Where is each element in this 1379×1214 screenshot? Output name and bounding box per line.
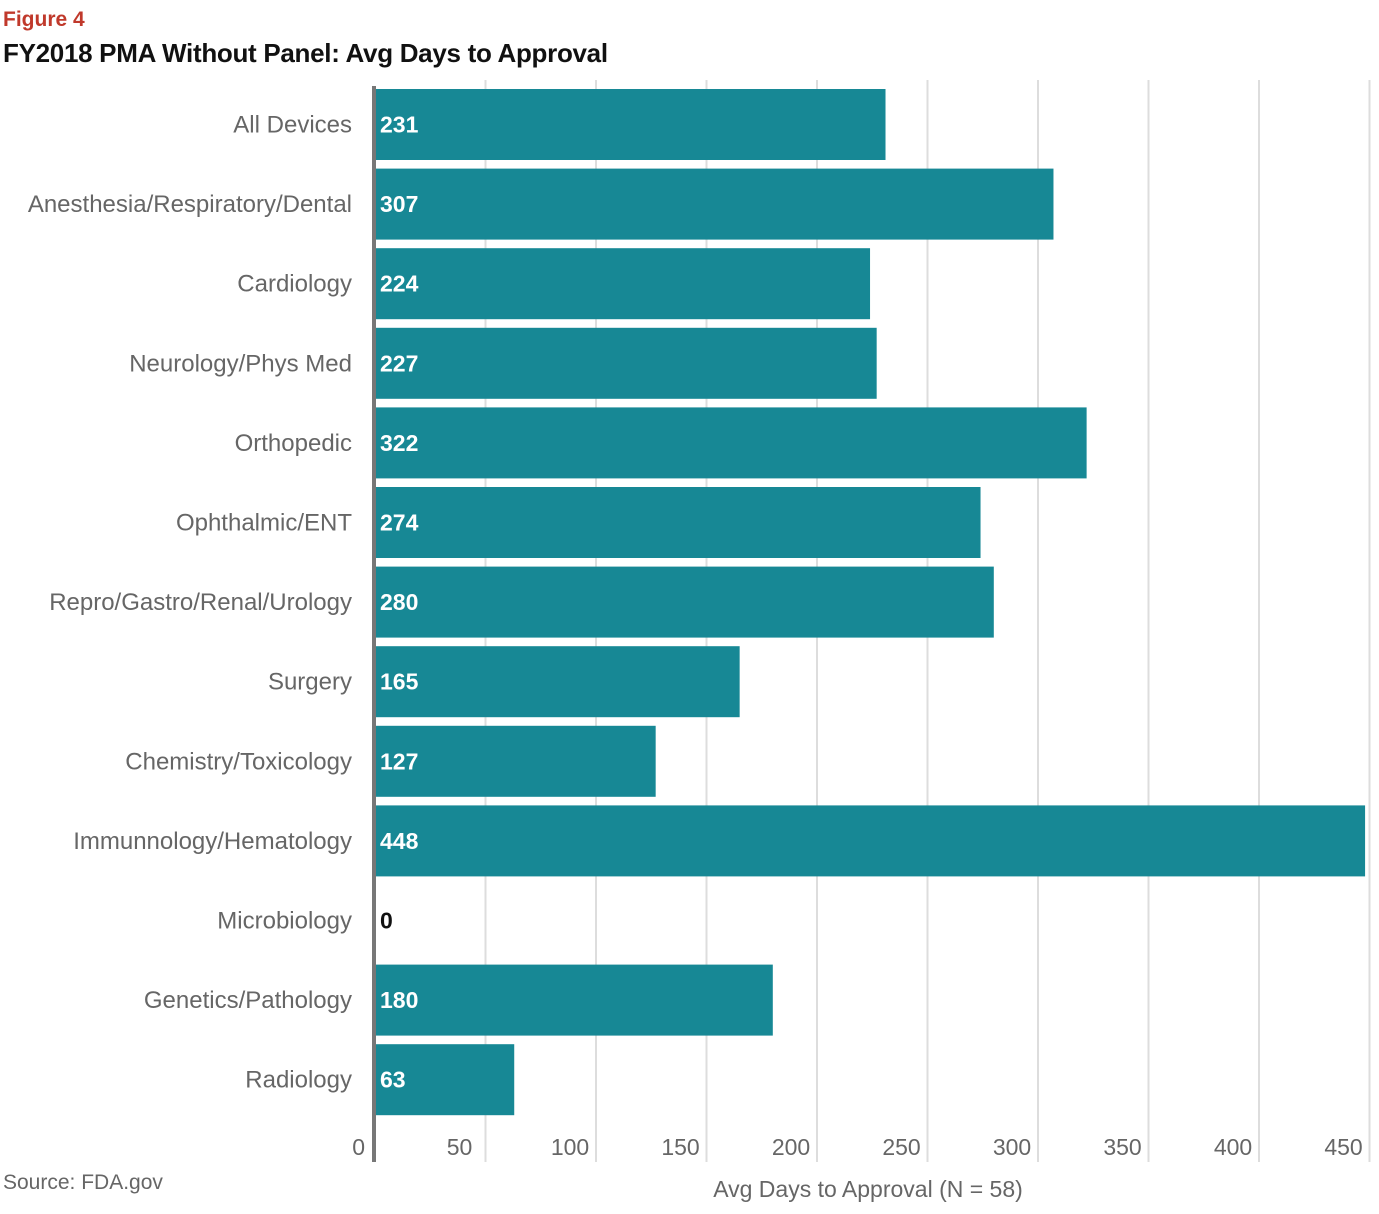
- category-label: Chemistry/Toxicology: [125, 748, 352, 775]
- bar: [375, 964, 773, 1036]
- x-tick-label: 400: [1214, 1134, 1252, 1160]
- data-label: 280: [380, 589, 418, 615]
- x-tick-labels: 0 50 100 150 200 250 300 350 400 450: [352, 1134, 1362, 1160]
- category-label: Anesthesia/Respiratory/Dental: [28, 191, 352, 218]
- bar: [375, 646, 740, 718]
- data-label: 180: [380, 987, 418, 1013]
- x-tick-label: 150: [661, 1134, 699, 1160]
- bar: [375, 725, 656, 797]
- category-label: Radiology: [245, 1067, 352, 1094]
- bars: [375, 89, 1366, 1116]
- bar: [375, 248, 871, 320]
- x-axis-title: Avg Days to Approval (N = 58): [713, 1176, 1023, 1202]
- category-label: Immunnology/Hematology: [73, 828, 352, 855]
- x-tick-label: 50: [447, 1134, 473, 1160]
- x-tick-label: 450: [1324, 1134, 1362, 1160]
- data-label: 307: [380, 191, 418, 217]
- data-labels: 231 307 224 227 322 274 280 165 127 448 0 180 63: [380, 112, 419, 1093]
- x-tick-label: 100: [551, 1134, 589, 1160]
- bar: [375, 487, 981, 558]
- data-label: 224: [380, 271, 419, 297]
- category-label: Neurology/Phys Med: [129, 350, 352, 377]
- data-label: 127: [380, 748, 418, 774]
- data-label: 63: [380, 1067, 406, 1093]
- category-label: Orthopedic: [235, 430, 352, 457]
- data-label: 165: [380, 669, 419, 695]
- data-label: 227: [380, 350, 418, 376]
- category-label: Repro/Gastro/Renal/Urology: [49, 589, 352, 616]
- bar: [375, 805, 1366, 877]
- category-labels: All Devices Anesthesia/Respiratory/Dental…: [28, 112, 353, 1094]
- x-tick-label: 200: [772, 1134, 810, 1160]
- bar: [375, 566, 994, 638]
- x-tick-label: 250: [882, 1134, 920, 1160]
- data-label: 322: [380, 430, 418, 456]
- bar: [375, 1044, 515, 1116]
- category-label: Surgery: [268, 669, 352, 696]
- data-label: 448: [380, 828, 419, 854]
- data-label: 274: [380, 510, 419, 536]
- category-label: Cardiology: [237, 271, 352, 298]
- x-tick-label: 300: [993, 1134, 1031, 1160]
- data-label: 231: [380, 112, 419, 138]
- bar: [375, 168, 1054, 240]
- category-label: Genetics/Pathology: [144, 987, 352, 1014]
- bar: [375, 89, 886, 160]
- category-label: All Devices: [233, 112, 352, 139]
- source-note: Source: FDA.gov: [3, 1171, 163, 1194]
- x-tick-label: 0: [352, 1134, 365, 1160]
- chart-title: FY2018 PMA Without Panel: Avg Days to Ap…: [3, 38, 608, 68]
- figure-label: Figure 4: [3, 8, 85, 31]
- x-tick-label: 350: [1103, 1134, 1141, 1160]
- bar: [375, 407, 1087, 479]
- data-label: 0: [380, 908, 393, 934]
- bar: [375, 327, 877, 399]
- category-label: Ophthalmic/ENT: [176, 510, 352, 537]
- category-label: Microbiology: [217, 908, 352, 935]
